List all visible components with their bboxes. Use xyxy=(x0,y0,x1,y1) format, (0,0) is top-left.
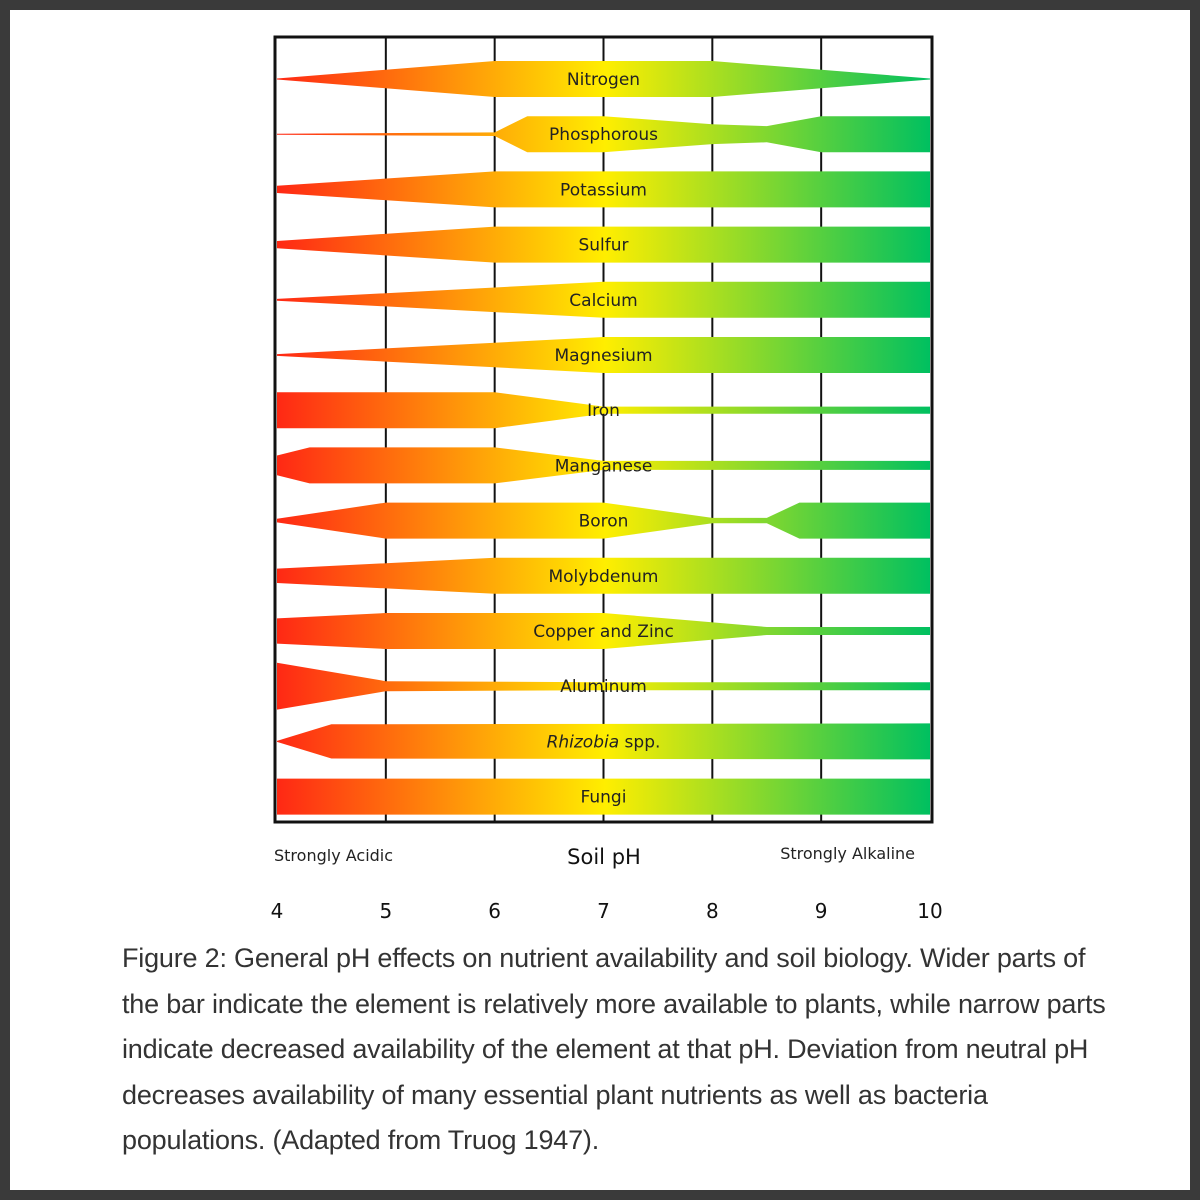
ph-availability-chart: Nitrogen Phosphorous Potassium Sulfur Calciu… xyxy=(271,35,943,923)
bars: Nitrogen Phosphorous Potassium Sulfur Calciu… xyxy=(277,61,930,815)
bar-phosphorous xyxy=(277,116,930,153)
bar-label-calcium: Calcium xyxy=(569,291,637,311)
x-tick-6: 6 xyxy=(488,899,501,923)
bar-label-molybdenum: Molybdenum xyxy=(548,567,658,587)
bar-label-manganese: Manganese xyxy=(555,456,653,476)
bar-molybdenum xyxy=(277,557,930,594)
x-tick-5: 5 xyxy=(379,899,392,923)
grid-lines xyxy=(384,37,823,822)
x-tick-8: 8 xyxy=(706,899,719,923)
bar-rhizobia-spp xyxy=(277,723,930,760)
bar-label-aluminum: Aluminum xyxy=(560,677,647,697)
bar-sulfur xyxy=(277,226,930,263)
figure-frame: Nitrogen Phosphorous Potassium Sulfur Calciu… xyxy=(10,10,1190,1190)
bar-magnesium xyxy=(277,337,930,373)
bar-label-copper-and-zinc: Copper and Zinc xyxy=(533,622,674,642)
strongly-acidic-label: Strongly Acidic xyxy=(274,846,393,865)
bar-label-sulfur: Sulfur xyxy=(578,236,628,256)
bar-calcium xyxy=(277,281,930,318)
bar-label-nitrogen: Nitrogen xyxy=(567,70,640,90)
x-axis-title: Soil pH xyxy=(567,845,641,869)
figure-caption: Figure 2: General pH effects on nutrient… xyxy=(122,943,1106,1155)
bar-copper-and-zinc xyxy=(277,613,930,649)
x-tick-9: 9 xyxy=(815,899,828,923)
x-tick-4: 4 xyxy=(271,899,284,923)
bar-label-potassium: Potassium xyxy=(560,180,647,200)
bar-fungi xyxy=(277,778,930,815)
bar-label-iron: Iron xyxy=(587,401,620,421)
bar-potassium xyxy=(277,171,930,208)
bar-aluminum xyxy=(277,662,930,710)
bar-label-rhizobia-spp: Rhizobia spp. xyxy=(547,732,661,752)
plot-border xyxy=(273,35,934,824)
bar-label-fungi: Fungi xyxy=(581,788,627,808)
bar-boron xyxy=(277,502,930,539)
bar-label-phosphorous: Phosphorous xyxy=(549,125,658,145)
bar-nitrogen xyxy=(277,61,930,97)
bar-label-magnesium: Magnesium xyxy=(554,346,652,366)
bar-manganese xyxy=(277,447,930,484)
strongly-alkaline-label: Strongly Alkaline xyxy=(780,844,915,863)
bar-iron xyxy=(277,392,930,429)
bar-label-boron: Boron xyxy=(579,512,629,532)
x-tick-7: 7 xyxy=(597,899,610,923)
x-tick-labels: 4 5 6 7 8 9 10 xyxy=(271,899,943,923)
x-tick-10: 10 xyxy=(917,899,942,923)
